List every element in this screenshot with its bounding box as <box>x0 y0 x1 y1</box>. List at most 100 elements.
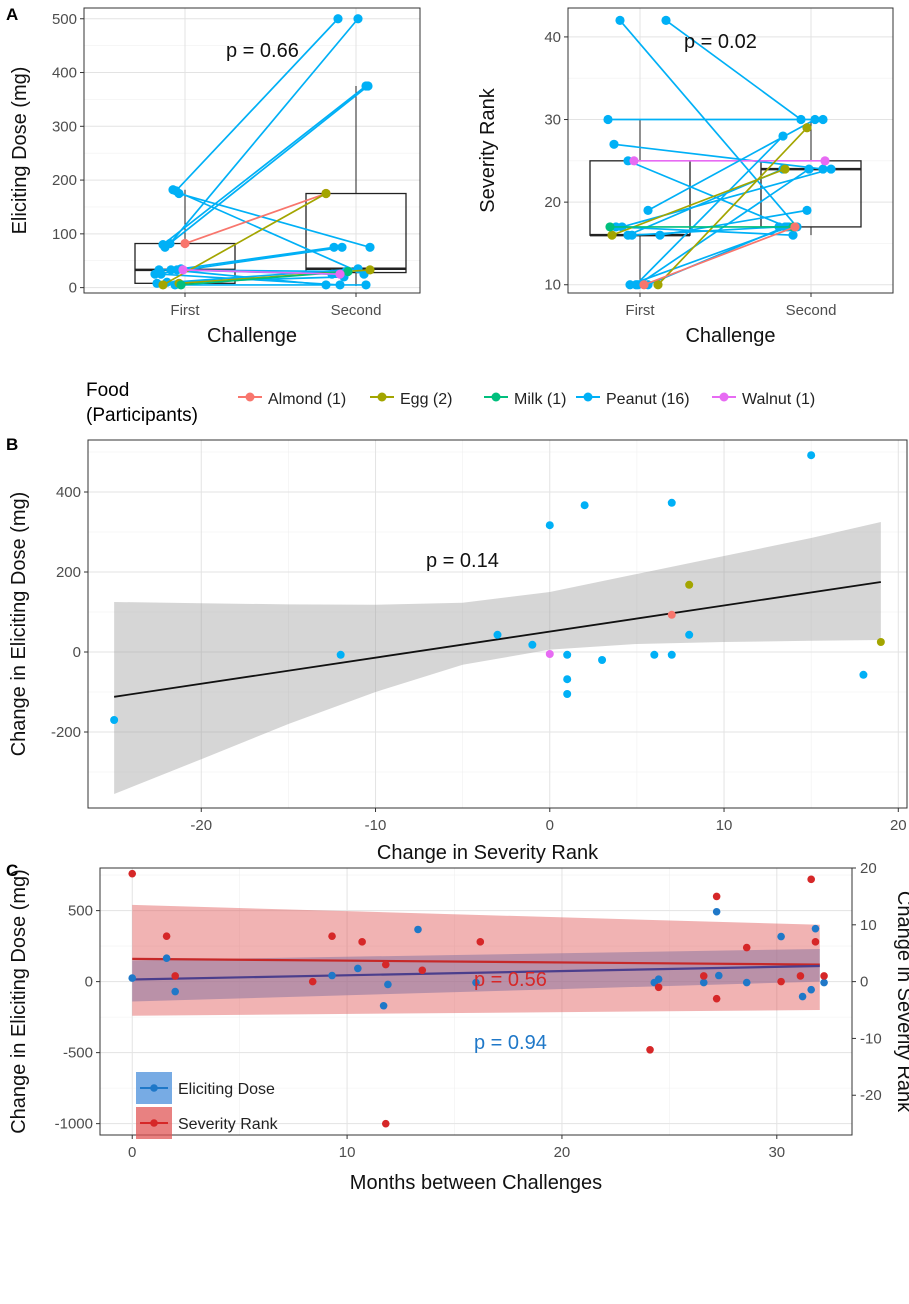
data-point <box>807 985 815 994</box>
y-tick-label: -500 <box>63 1045 93 1062</box>
data-point <box>308 977 317 986</box>
data-point <box>162 932 171 940</box>
panel-border <box>567 7 894 294</box>
y-axis-label: Change in Eliciting Dose (mg) <box>8 492 30 757</box>
data-point <box>859 670 868 679</box>
data-point <box>563 675 572 684</box>
y-tick-label: 10 <box>544 277 561 294</box>
legend-item-label: Severity Rank <box>178 1116 279 1133</box>
data-point <box>180 238 190 249</box>
legend-key-dot <box>245 392 255 402</box>
panel-border <box>83 7 421 294</box>
data-point <box>545 650 554 658</box>
legend-key-dot <box>491 392 501 402</box>
legend-key-dot <box>583 392 593 402</box>
data-point <box>343 266 353 277</box>
data-point <box>476 938 485 946</box>
x-axis-label: Challenge <box>685 325 775 347</box>
data-point <box>128 974 137 982</box>
data-point <box>742 943 751 952</box>
data-point <box>335 269 345 279</box>
panel-letter-c: C <box>6 861 18 880</box>
data-point <box>807 875 815 884</box>
data-point <box>472 978 480 987</box>
data-point <box>699 972 708 980</box>
data-point <box>528 640 537 649</box>
y-axis-label: Change in Eliciting Dose (mg) <box>8 869 30 1134</box>
data-point <box>354 964 362 973</box>
data-point <box>820 156 830 166</box>
data-point <box>353 264 363 274</box>
data-point <box>685 630 694 639</box>
data-point <box>777 977 785 986</box>
data-point <box>876 638 885 646</box>
pair-line <box>169 18 359 245</box>
p-value-annotation: p = 0.02 <box>684 31 757 53</box>
y-tick-label: 200 <box>52 172 77 189</box>
y-tick-label: -200 <box>51 724 81 741</box>
data-point <box>667 498 676 507</box>
regression-line <box>114 581 881 698</box>
data-point <box>685 580 694 589</box>
data-point <box>379 1001 388 1010</box>
data-point <box>712 994 721 1003</box>
y-axis-label: Eliciting Dose (mg) <box>9 67 31 235</box>
confidence-band <box>132 904 820 1016</box>
data-point <box>156 269 166 279</box>
y-tick-label: 40 <box>544 29 561 46</box>
data-point <box>646 1045 654 1054</box>
data-point <box>639 280 649 290</box>
data-point <box>820 972 828 980</box>
data-point <box>661 15 671 25</box>
data-point <box>171 987 179 996</box>
y-axis-label-right: Change in Severity Rank <box>893 891 909 1113</box>
data-point <box>603 114 613 125</box>
data-point <box>358 938 366 946</box>
regression-line <box>132 964 820 981</box>
data-point <box>128 869 137 878</box>
legend-item-label: Eliciting Dose <box>178 1081 275 1098</box>
data-point <box>337 242 347 252</box>
y-tick-label: 0 <box>73 644 81 661</box>
panel-border <box>87 439 908 809</box>
panel-letter-a: A <box>6 5 18 24</box>
data-point <box>178 265 188 275</box>
data-point <box>712 907 721 916</box>
data-point <box>807 451 816 460</box>
pair-line <box>627 160 788 228</box>
data-point <box>667 650 676 659</box>
y-tick-label-right: -20 <box>860 1087 882 1104</box>
y-tick-label: 400 <box>52 65 77 82</box>
pair-line <box>172 188 365 275</box>
data-point <box>629 156 639 166</box>
x-tick-label: First <box>170 302 200 319</box>
data-point <box>777 932 785 941</box>
legend-key-dot <box>377 392 387 402</box>
y-tick-label: 400 <box>56 484 81 501</box>
pair-line <box>657 127 808 286</box>
y-tick-label: 0 <box>85 974 93 991</box>
x-tick-label: 0 <box>128 1144 136 1161</box>
pair-line <box>175 18 339 192</box>
y-tick-label: -1000 <box>55 1116 93 1133</box>
data-point <box>742 978 751 987</box>
data-point <box>545 521 554 530</box>
pair-line <box>613 143 824 170</box>
data-point <box>820 978 828 987</box>
confidence-band <box>114 522 881 794</box>
data-point <box>655 230 665 240</box>
pair-line <box>164 85 369 248</box>
data-point <box>788 230 798 240</box>
y-tick-label-right: 0 <box>860 974 868 991</box>
pair-line <box>156 267 359 285</box>
data-point <box>328 932 336 940</box>
data-point <box>609 139 619 149</box>
legend-title-line2: (Participants) <box>86 405 198 426</box>
data-point <box>176 280 186 290</box>
data-point <box>810 114 820 125</box>
x-tick-label: 0 <box>546 817 554 834</box>
data-point <box>712 892 721 901</box>
data-point <box>328 971 336 980</box>
y-tick-label-right: 20 <box>860 860 877 877</box>
data-point <box>353 14 363 24</box>
